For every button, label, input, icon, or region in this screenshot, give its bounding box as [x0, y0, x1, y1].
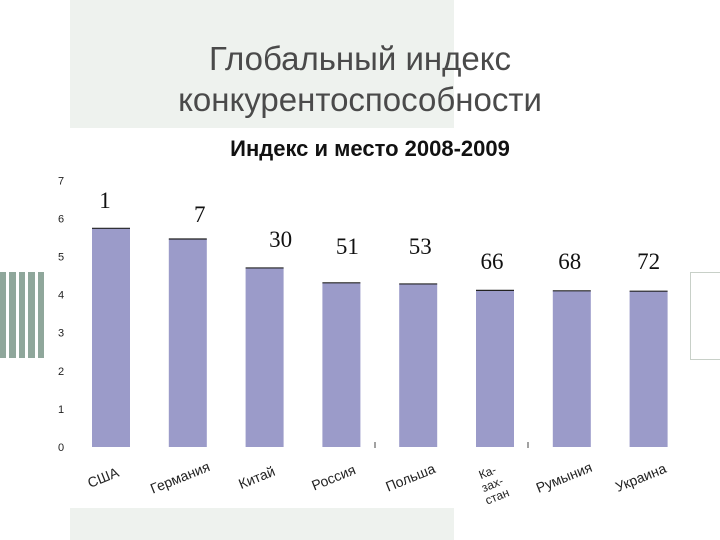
- category-label: Россия: [309, 461, 358, 493]
- bar: [92, 228, 130, 447]
- rank-label: 30: [269, 227, 292, 252]
- bar: [245, 267, 284, 447]
- category-label-line: Китай: [236, 463, 277, 492]
- bar: [168, 238, 207, 447]
- bar: [322, 282, 361, 447]
- decorative-frame: [690, 272, 720, 360]
- chart-title: Индекс и место 2008-2009: [230, 136, 510, 161]
- y-tick-label: 5: [58, 252, 64, 264]
- y-tick-label: 2: [58, 366, 64, 378]
- rank-label: 68: [558, 249, 581, 274]
- background-panel-bottom: [70, 508, 454, 540]
- bar: [476, 290, 514, 447]
- category-label-line: Украина: [613, 460, 669, 495]
- rank-label: 66: [481, 249, 504, 274]
- category-label: Германия: [148, 458, 212, 496]
- bar: [399, 283, 438, 447]
- rank-label: 51: [336, 234, 359, 259]
- y-tick-label: 7: [58, 175, 64, 187]
- rank-label: 53: [409, 234, 432, 259]
- background-panel-top: [70, 0, 454, 128]
- category-label: Польша: [383, 460, 437, 494]
- category-label-line: Польша: [383, 460, 437, 494]
- category-label-line: США: [85, 464, 122, 491]
- category-label: Ка-зах-стан: [477, 462, 512, 507]
- rank-label: 72: [637, 249, 660, 274]
- rank-label: 7: [194, 202, 206, 227]
- category-label: Украина: [613, 460, 669, 495]
- category-label-line: Ка-: [477, 462, 499, 482]
- decorative-stripes: [0, 272, 45, 358]
- slide-title: Глобальный индекс конкурентоспособности: [178, 40, 542, 119]
- category-label: Китай: [236, 463, 277, 492]
- rank-label: 1: [99, 188, 111, 213]
- y-tick-label: 4: [58, 290, 64, 302]
- y-tick-label: 1: [58, 404, 64, 416]
- y-tick-label: 6: [58, 213, 64, 225]
- bar: [552, 290, 591, 447]
- y-tick-label: 0: [58, 442, 64, 454]
- y-tick-label: 3: [58, 328, 64, 340]
- category-label-line: Россия: [309, 461, 358, 493]
- category-label: Румыния: [534, 459, 595, 496]
- category-label-line: Германия: [148, 458, 212, 496]
- bar: [629, 291, 668, 447]
- category-label-line: Румыния: [534, 459, 595, 496]
- category-label: США: [85, 464, 122, 491]
